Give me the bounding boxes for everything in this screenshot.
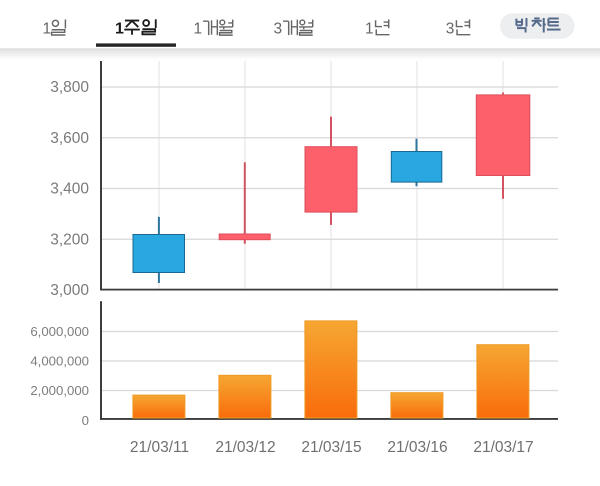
svg-text:21/03/15: 21/03/15 <box>301 439 361 456</box>
svg-text:1: 1 <box>43 21 52 38</box>
svg-text:6,000,000: 6,000,000 <box>30 324 89 339</box>
svg-text:3,800: 3,800 <box>50 79 89 96</box>
svg-text:21/03/16: 21/03/16 <box>387 439 447 456</box>
svg-text:2,000,000: 2,000,000 <box>30 383 89 398</box>
svg-text:0: 0 <box>82 413 89 428</box>
svg-text:3,200: 3,200 <box>50 232 89 249</box>
svg-text:21/03/12: 21/03/12 <box>215 439 275 456</box>
svg-text:3,600: 3,600 <box>50 130 89 147</box>
svg-text:21/03/11: 21/03/11 <box>130 439 189 456</box>
svg-text:3: 3 <box>446 21 455 38</box>
svg-text:3: 3 <box>274 21 283 38</box>
svg-text:21/03/17: 21/03/17 <box>473 439 533 456</box>
svg-text:4,000,000: 4,000,000 <box>30 354 89 369</box>
svg-text:1: 1 <box>365 21 374 38</box>
svg-text:3,400: 3,400 <box>50 181 89 198</box>
svg-text:3,000: 3,000 <box>50 282 89 299</box>
svg-text:1: 1 <box>115 21 124 38</box>
svg-text:1: 1 <box>194 21 203 38</box>
